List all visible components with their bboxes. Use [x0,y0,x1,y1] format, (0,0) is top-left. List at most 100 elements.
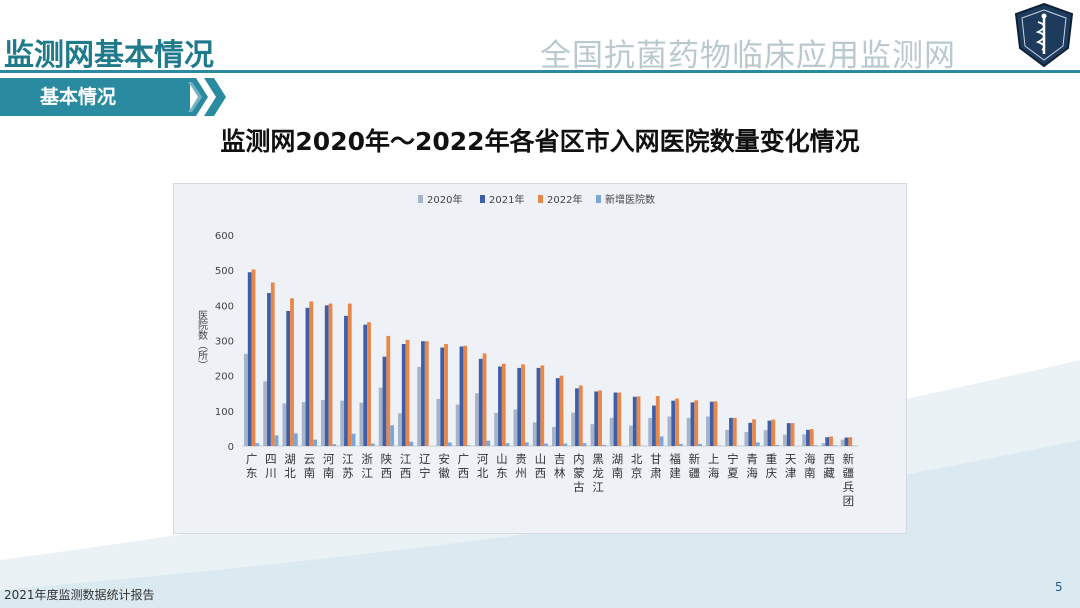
x-tick-label: 山 [496,452,508,466]
x-tick-label: 西 [400,466,412,480]
bar-2 [848,437,853,446]
bar-0 [571,412,576,446]
bar-3 [544,443,548,446]
bar-0 [282,403,287,446]
bar-1 [748,422,753,446]
y-tick-label: 500 [215,266,234,277]
x-tick-label: 浙 [361,452,373,466]
legend-label: 2020年 [427,193,462,206]
bar-1 [632,396,637,446]
x-tick-label: 西 [535,466,547,480]
bar-3 [813,445,818,446]
bar-chart: 0100200300400500600医院数（所）广东四川湖北云南河南江苏浙江陕… [196,193,858,508]
bar-0 [244,353,248,446]
y-axis-label: 医院数（所） [196,310,208,370]
x-tick-label: 北 [284,466,296,480]
bar-3 [832,445,837,446]
bar-1 [363,324,368,446]
bar-0 [609,417,614,446]
x-tick-label: 州 [515,466,527,480]
bar-2 [501,363,506,446]
bar-1 [806,429,810,446]
bar-3 [601,444,606,446]
x-tick-label: 贵 [515,452,527,466]
bar-0 [667,416,672,446]
x-tick-label: 广 [246,452,258,466]
bar-2 [752,419,756,446]
x-tick-label: 四 [265,452,277,466]
legend-swatch [418,195,423,203]
x-tick-label: 夏 [727,466,739,480]
x-tick-label: 藏 [823,466,835,480]
bar-1 [517,367,522,446]
bar-0 [494,412,499,446]
x-tick-label: 安 [438,452,450,466]
network-logo-icon [1014,2,1074,68]
bar-2 [636,396,641,446]
bar-0 [783,434,787,446]
bar-3 [370,443,375,446]
network-name: 全国抗菌药物临床应用监测网 [540,38,956,74]
bar-2 [367,322,371,446]
bar-2 [309,301,314,446]
x-tick-label: 西 [381,466,393,480]
bar-0 [513,409,518,446]
bar-2 [347,303,352,446]
y-tick-label: 300 [215,337,234,348]
bar-2 [540,365,545,446]
bar-0 [706,416,710,446]
bar-2 [598,390,602,446]
x-tick-label: 龙 [592,466,604,480]
bar-3 [467,445,471,446]
x-tick-label: 徽 [438,466,450,480]
bar-0 [629,425,633,446]
bar-3 [390,425,394,446]
bar-3 [409,441,414,446]
page-number: 5 [1055,580,1063,594]
bar-3 [447,442,452,446]
bar-2 [559,375,564,446]
bar-0 [398,413,402,446]
bar-2 [444,344,448,446]
bar-1 [324,305,329,446]
bar-0 [840,439,845,446]
bar-1 [652,405,656,446]
bar-3 [775,444,779,446]
x-tick-label: 南 [804,466,816,480]
x-tick-label: 黑 [592,452,604,466]
bar-2 [405,339,410,446]
bar-1 [344,315,348,446]
bar-0 [321,399,325,446]
x-tick-label: 新 [689,452,701,466]
bar-3 [524,442,529,446]
bar-2 [809,429,814,446]
x-tick-label: 广 [458,452,470,466]
bar-2 [694,400,699,446]
x-tick-label: 兵 [843,480,855,494]
bar-0 [552,427,556,446]
bar-0 [417,366,422,447]
chart-panel: 0 100 200 300 400 500 600 医院数（所）广东四川湖北云南河南江苏浙江陕… [173,183,907,534]
x-tick-label: 新 [843,452,855,466]
bar-0 [590,424,595,446]
x-tick-label: 蒙 [573,466,585,480]
bar-2 [829,436,833,446]
page-title: 监测网基本情况 [4,38,214,73]
bar-2 [617,392,622,446]
bar-2 [251,269,256,446]
x-tick-label: 南 [612,466,624,480]
bar-0 [532,422,537,446]
x-tick-label: 海 [746,466,758,480]
x-tick-label: 庆 [766,466,778,480]
bar-3 [313,439,317,446]
bar-1 [536,367,541,446]
bar-2 [424,341,429,446]
x-tick-label: 海 [708,466,720,480]
bar-0 [378,387,383,446]
x-tick-label: 苏 [342,466,354,480]
bar-0 [301,402,306,446]
section-label: 基本情况 [0,78,190,116]
x-tick-label: 青 [746,452,758,466]
bar-2 [386,335,391,446]
bar-0 [763,430,768,446]
